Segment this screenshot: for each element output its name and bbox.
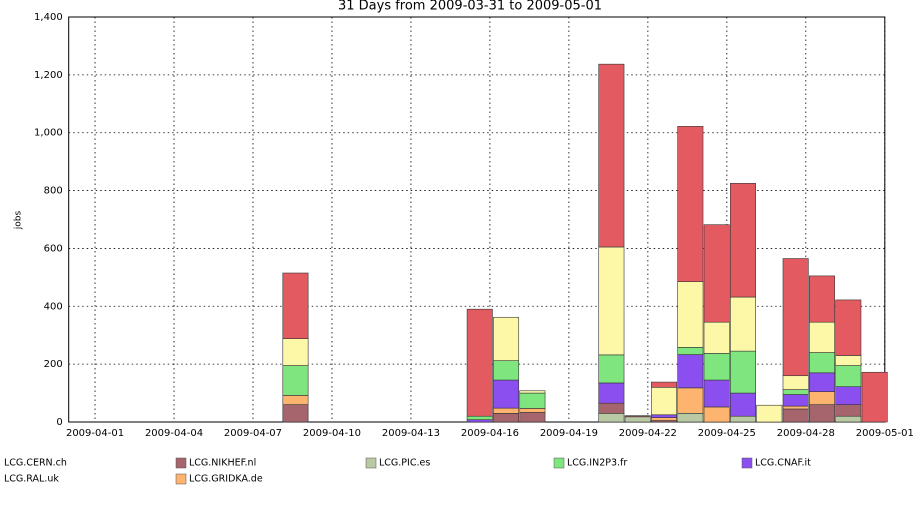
bar-segment	[703, 406, 730, 423]
bar-segment	[519, 392, 546, 409]
bar-segment	[282, 365, 309, 396]
y-tick-label: 400	[44, 301, 63, 312]
bar-segment	[598, 402, 625, 414]
bar-segment	[519, 390, 546, 394]
x-tick-label: 2009-04-13	[382, 428, 440, 439]
legend-label: LCG.PIC.es	[379, 458, 430, 469]
bar-segment	[598, 413, 625, 423]
x-tick-label: 2009-04-01	[66, 428, 124, 439]
bar-segment	[730, 296, 756, 352]
legend-label: LCG.CNAF.it	[755, 458, 811, 469]
bar-segment	[282, 338, 309, 366]
bar-segment	[835, 365, 862, 388]
y-tick-label: 1,000	[34, 128, 63, 139]
x-tick-label: 2009-05-01	[856, 428, 914, 439]
bar-segment	[835, 415, 862, 423]
bar-segment	[782, 405, 809, 410]
bar-segment	[677, 387, 704, 414]
bar-segment	[282, 395, 309, 405]
bar-segment	[809, 391, 835, 405]
bar-segment	[782, 375, 809, 390]
bar-segment	[493, 316, 520, 361]
bar-segment	[466, 415, 493, 420]
bar-segment	[835, 299, 862, 356]
legend-label: LCG.CERN.ch	[4, 458, 67, 469]
bar-segment	[677, 126, 704, 282]
x-tick-label: 2009-04-07	[224, 428, 282, 439]
bar-segment	[624, 415, 651, 418]
bar-segment	[861, 371, 888, 423]
bar-segment	[282, 272, 309, 339]
bar-segment	[493, 379, 520, 409]
bar-segment	[782, 408, 809, 423]
bar-segment	[598, 246, 625, 356]
bar-segment	[782, 258, 809, 377]
legend-swatch	[175, 473, 187, 485]
legend-label: LCG.RAL.uk	[4, 474, 59, 485]
y-tick-label: 200	[44, 359, 63, 370]
bar-segment	[519, 412, 546, 423]
bar-segment	[282, 404, 309, 423]
legend-swatch	[553, 457, 565, 469]
x-tick-label: 2009-04-19	[540, 428, 598, 439]
legend-label: LCG.GRIDKA.de	[189, 474, 263, 485]
bar-segment	[703, 321, 730, 354]
bar-segment	[493, 413, 520, 423]
bar-segment	[677, 281, 704, 348]
bar-segment	[651, 381, 677, 388]
bar-segment	[677, 347, 704, 355]
legend-swatch	[365, 457, 377, 469]
bar-segment	[730, 183, 756, 298]
bar-segment	[493, 360, 520, 381]
x-tick-label: 2009-04-28	[777, 428, 835, 439]
bar-segment	[598, 382, 625, 404]
bar-segment	[703, 224, 730, 323]
y-tick-label: 0	[56, 417, 62, 428]
bar-segment	[703, 353, 730, 381]
y-tick-label: 600	[44, 243, 63, 254]
bar-segment	[835, 386, 862, 405]
legend-swatch	[741, 457, 753, 469]
y-tick-label: 1,400	[34, 12, 63, 23]
y-tick-label: 800	[44, 186, 63, 197]
bar-segment	[809, 275, 835, 323]
bar-segment	[782, 389, 809, 395]
bar-segment	[703, 379, 730, 408]
bar-segment	[598, 354, 625, 384]
bar-segment	[730, 350, 756, 394]
bar-segment	[730, 392, 756, 417]
bar-segment	[598, 63, 625, 248]
bar-segment	[730, 415, 756, 423]
x-tick-label: 2009-04-04	[145, 428, 203, 439]
bar-segment	[493, 407, 520, 414]
chart-title: 31 Days from 2009-03-31 to 2009-05-01	[338, 0, 602, 14]
y-axis-label: jobs	[14, 210, 24, 230]
bar-segment	[466, 419, 493, 423]
bar-segment	[466, 308, 493, 417]
bar-segment	[835, 404, 862, 417]
bar-segment	[651, 417, 677, 421]
bar-segment	[782, 394, 809, 407]
bar-segment	[809, 372, 835, 392]
x-tick-label: 2009-04-22	[619, 428, 677, 439]
legend-swatch	[175, 457, 187, 469]
bar-segment	[624, 416, 651, 423]
x-tick-label: 2009-04-16	[461, 428, 519, 439]
bar-segment	[809, 352, 835, 374]
y-tick-label: 1,200	[34, 70, 63, 81]
bar-segment	[519, 408, 546, 413]
bar-segment	[835, 355, 862, 366]
bar-segment	[809, 404, 835, 423]
bar-segment	[651, 414, 677, 418]
bar-segment	[809, 321, 835, 353]
legend-label: LCG.IN2P3.fr	[567, 458, 627, 469]
bar-segment	[756, 404, 783, 423]
x-tick-label: 2009-04-25	[698, 428, 756, 439]
bar-segment	[677, 413, 704, 423]
bar-segment	[677, 354, 704, 389]
bar-segment	[651, 386, 677, 416]
legend-label: LCG.NIKHEF.nl	[189, 458, 256, 469]
x-tick-label: 2009-04-10	[303, 428, 361, 439]
